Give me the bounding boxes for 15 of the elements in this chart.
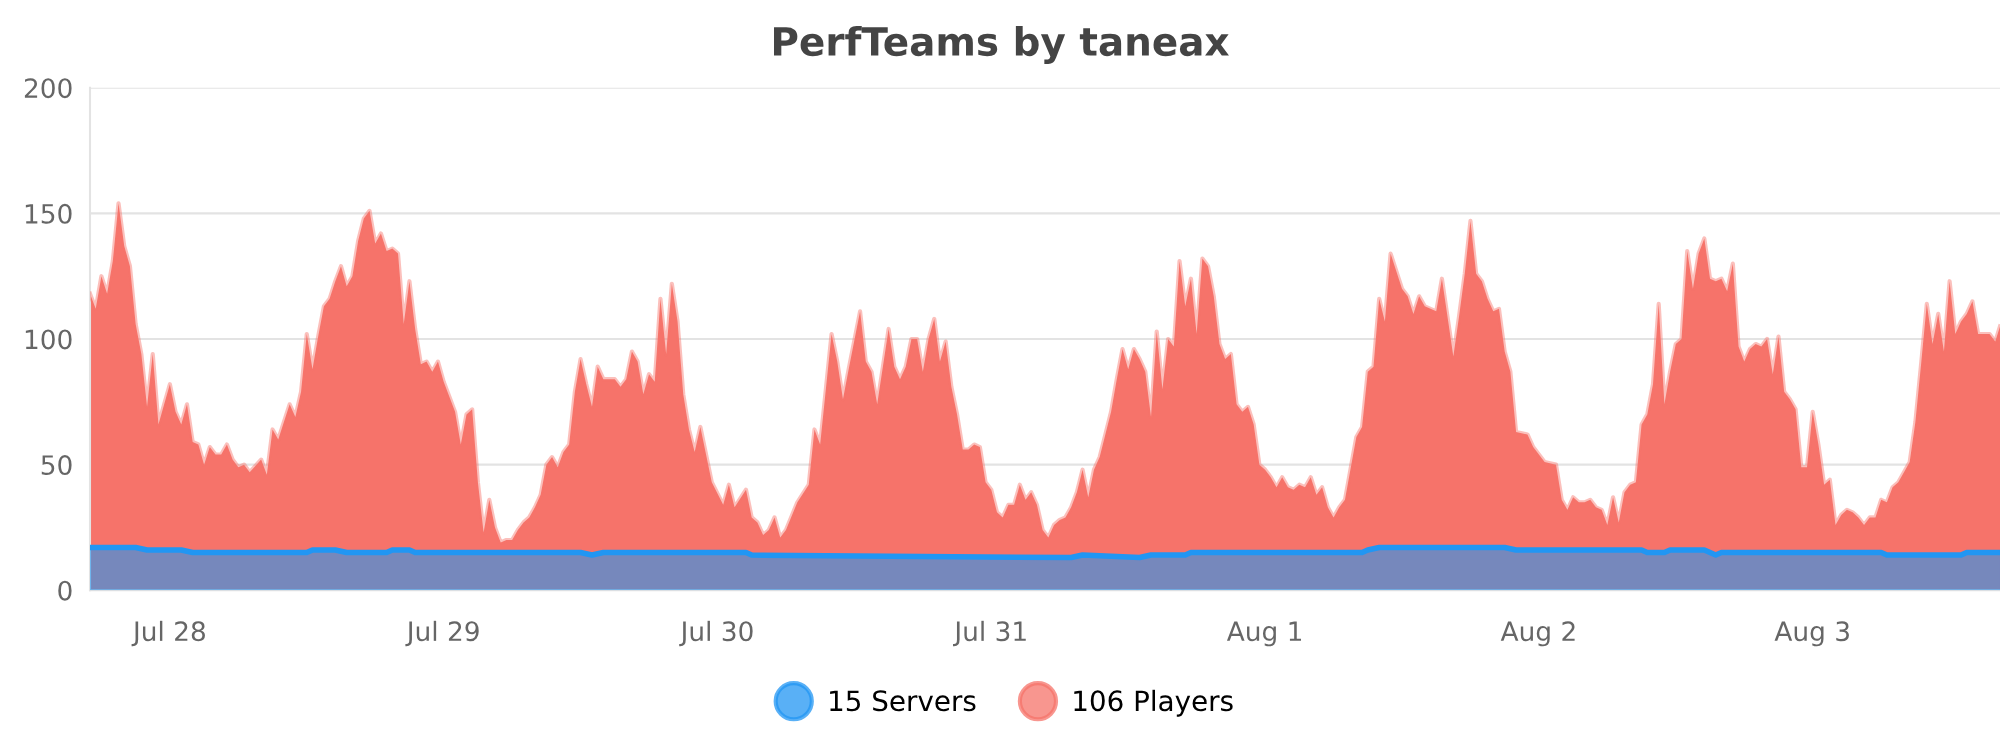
y-tick-label: 200 bbox=[24, 78, 72, 99]
chart-title: PerfTeams by taneax bbox=[774, 26, 1229, 64]
y-tick-label: 0 bbox=[58, 580, 72, 601]
x-tick-label: Jul 30 bbox=[679, 620, 753, 647]
legend-label: 106 Players bbox=[1074, 689, 1233, 717]
x-tick-label: Jul 28 bbox=[131, 620, 205, 647]
x-tick-label: Aug 3 bbox=[1774, 621, 1849, 647]
x-tick-label: Jul 29 bbox=[405, 620, 479, 647]
legend-label: 15 Servers bbox=[830, 690, 976, 712]
y-tick-label: 150 bbox=[25, 203, 72, 224]
x-tick-label: Aug 1 bbox=[1226, 621, 1302, 647]
y-tick-label: 100 bbox=[25, 329, 72, 350]
y-tick-label: 50 bbox=[41, 455, 72, 476]
x-tick-label: Aug 2 bbox=[1500, 621, 1575, 647]
x-tick-label: Jul 31 bbox=[953, 620, 1026, 647]
